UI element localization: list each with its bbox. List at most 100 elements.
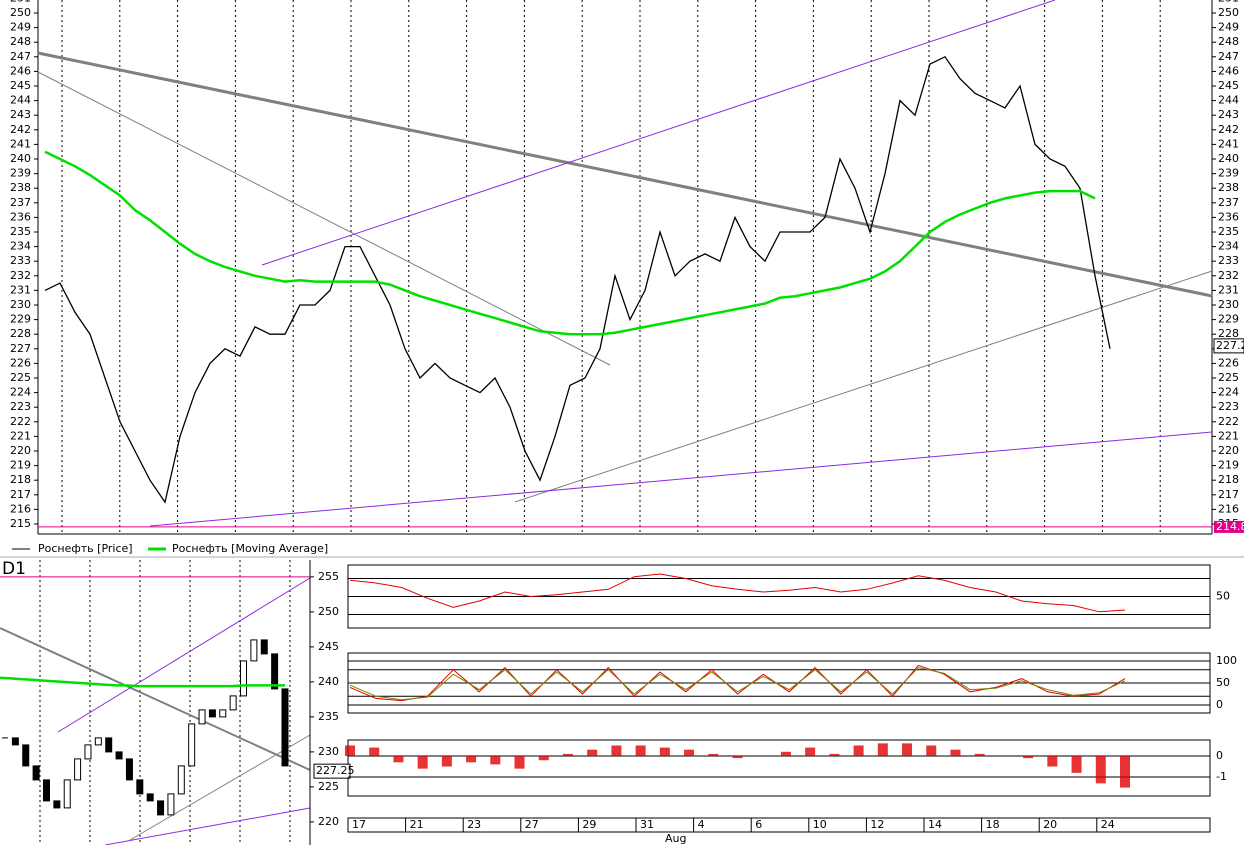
y-tick-label: 221 [10, 429, 31, 442]
histogram-bar [611, 745, 622, 756]
candle [157, 800, 165, 816]
y-tick-label: 231 [1218, 283, 1239, 296]
indicator-line [349, 667, 1126, 701]
y-tick-label: 248 [1218, 35, 1239, 48]
y-tick-label: 218 [10, 473, 31, 486]
date-label: 20 [1043, 818, 1057, 831]
candle [281, 688, 289, 767]
y-tick-label: 224 [1218, 386, 1239, 399]
candle [188, 723, 196, 767]
histogram-bar [950, 749, 961, 756]
date-label: 6 [755, 818, 762, 831]
histogram-bar [466, 756, 477, 763]
y-tick-label: 245 [1218, 79, 1239, 92]
y-tick-label: 230 [10, 298, 31, 311]
candle [177, 765, 185, 795]
y-tick-label: -1 [1216, 770, 1227, 783]
y-tick-label: 229 [10, 313, 31, 326]
y-tick-label: 241 [10, 137, 31, 150]
level-label: 214.8 [1216, 520, 1244, 533]
y-tick-label: 239 [1218, 167, 1239, 180]
y-tick-label: 247 [10, 50, 31, 63]
y-tick-label: 50 [1216, 590, 1230, 603]
histogram-bar [1047, 756, 1058, 767]
trend-line [37, 51, 1213, 298]
y-tick-label: 246 [10, 64, 31, 77]
candle [22, 744, 30, 767]
y-tick-label: 234 [1218, 240, 1239, 253]
y-tick-label: 226 [1218, 356, 1239, 369]
histogram-bar [805, 747, 816, 756]
y-tick-label: 235 [10, 225, 31, 238]
y-tick-label: 224 [10, 386, 31, 399]
y-tick-label: 219 [10, 459, 31, 472]
y-tick-label: 249 [1218, 21, 1239, 34]
y-tick-label: 237 [1218, 196, 1239, 209]
y-tick-label: 240 [10, 152, 31, 165]
candle [63, 779, 71, 809]
y-tick-label: 250 [1218, 6, 1239, 19]
histogram-bar [417, 756, 428, 769]
trend-line [0, 627, 311, 771]
candle [74, 758, 82, 781]
y-tick-label: 217 [1218, 488, 1239, 501]
date-label: 12 [870, 818, 884, 831]
candle [42, 779, 50, 802]
date-label: 27 [525, 818, 539, 831]
candle [11, 737, 19, 746]
y-tick-label: 216 [10, 502, 31, 515]
y-tick-label: 220 [10, 444, 31, 457]
y-tick-label: 250 [10, 6, 31, 19]
histogram-bar [1023, 756, 1034, 759]
legend-label: Роснефть [Moving Average] [172, 542, 328, 555]
y-tick-label: 219 [1218, 459, 1239, 472]
y-tick-label: 240 [1218, 152, 1239, 165]
y-tick-label: 215 [10, 517, 31, 530]
y-tick-label: 229 [1218, 313, 1239, 326]
y-tick-label: 216 [1218, 502, 1239, 515]
histogram-bar [708, 753, 719, 756]
date-label: 31 [640, 818, 654, 831]
y-tick-label: 223 [10, 400, 31, 413]
price-label: 227.25 [316, 764, 355, 777]
y-tick-label: 50 [1216, 676, 1230, 689]
y-tick-label: 223 [1218, 400, 1239, 413]
candle [136, 779, 144, 795]
y-tick-label: 0 [1216, 749, 1223, 762]
histogram-bar [659, 747, 670, 756]
histogram-bar [902, 743, 913, 756]
y-tick-label: 242 [1218, 123, 1239, 136]
histogram-bar [877, 743, 888, 756]
histogram-bar [829, 753, 840, 756]
trend-line [37, 71, 611, 366]
price-box [313, 763, 351, 779]
y-tick-label: 232 [1218, 269, 1239, 282]
y-tick-label: 251 [1218, 0, 1239, 4]
histogram-bar [441, 756, 452, 767]
y-tick-label: 230 [1218, 298, 1239, 311]
candle [125, 758, 133, 781]
histogram-bar [684, 749, 695, 756]
y-tick-label: 220 [1218, 444, 1239, 457]
candle [53, 800, 61, 809]
candle [260, 639, 268, 655]
candle [32, 765, 40, 781]
y-tick-label: 236 [1218, 210, 1239, 223]
candle [84, 744, 92, 760]
y-tick-label: 244 [1218, 94, 1239, 107]
histogram-bar [974, 753, 985, 756]
candle [146, 793, 154, 802]
y-tick-label: 222 [10, 415, 31, 428]
level-box [1214, 520, 1244, 533]
channel-line [261, 0, 1056, 266]
candle [240, 660, 248, 697]
y-tick-label: 239 [10, 167, 31, 180]
legend-label: Роснефть [Price] [38, 542, 133, 555]
candle [229, 695, 237, 711]
channel-line [57, 577, 311, 733]
date-label: 21 [410, 818, 424, 831]
y-tick-label: 255 [318, 570, 339, 583]
y-tick-label: 221 [1218, 429, 1239, 442]
